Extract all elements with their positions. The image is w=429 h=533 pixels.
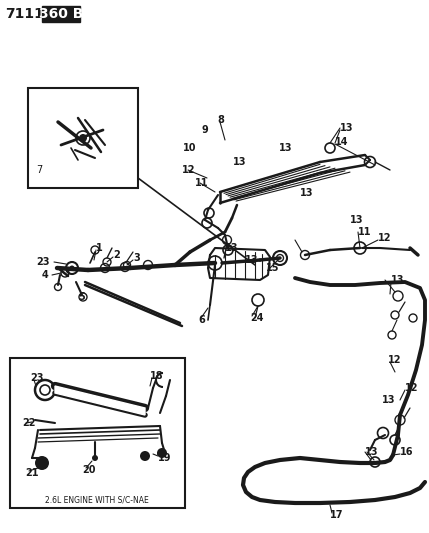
Text: 13: 13 [245, 255, 259, 265]
Circle shape [35, 456, 49, 470]
Text: 17: 17 [330, 510, 344, 520]
Text: 12: 12 [182, 165, 196, 175]
Circle shape [69, 265, 75, 271]
Text: 6: 6 [198, 315, 205, 325]
Text: 10: 10 [183, 143, 196, 153]
Bar [42, 6, 80, 22]
Text: 13: 13 [350, 215, 363, 225]
Bar [10, 358, 185, 508]
Text: 13: 13 [300, 188, 314, 198]
Polygon shape [55, 386, 145, 415]
Text: 8: 8 [217, 115, 224, 125]
Text: 13: 13 [382, 395, 396, 405]
Text: 11: 11 [358, 227, 372, 237]
Text: 13: 13 [225, 243, 239, 253]
Text: 9: 9 [202, 125, 209, 135]
Circle shape [79, 134, 87, 142]
Text: 22: 22 [22, 418, 36, 428]
Text: 13: 13 [340, 123, 353, 133]
Text: 1: 1 [96, 243, 103, 253]
Text: 4: 4 [41, 270, 48, 280]
Text: 24: 24 [250, 313, 263, 323]
Circle shape [140, 451, 150, 461]
Circle shape [157, 448, 167, 458]
Text: 13: 13 [233, 157, 247, 167]
Circle shape [92, 455, 98, 461]
Text: 18: 18 [150, 371, 163, 381]
Bar [28, 88, 138, 188]
Text: 19: 19 [158, 453, 172, 463]
Text: 11: 11 [195, 178, 208, 188]
Text: 12: 12 [388, 355, 402, 365]
Text: 23: 23 [36, 257, 50, 267]
Text: 16: 16 [400, 447, 414, 457]
Text: 360 B: 360 B [39, 7, 83, 21]
Text: 13: 13 [279, 143, 293, 153]
Text: 14: 14 [335, 137, 348, 147]
Text: 7111: 7111 [5, 7, 44, 21]
Text: 5: 5 [78, 292, 85, 302]
Text: 7: 7 [36, 165, 42, 175]
Text: 20: 20 [82, 465, 96, 475]
Text: 12: 12 [405, 383, 419, 393]
Text: 13: 13 [391, 275, 405, 285]
Text: 2: 2 [113, 250, 120, 260]
Text: 3: 3 [133, 253, 140, 263]
Text: 23: 23 [30, 373, 43, 383]
Text: 12: 12 [378, 233, 392, 243]
Text: 13: 13 [365, 447, 378, 457]
Text: 15: 15 [266, 263, 280, 273]
Text: 21: 21 [25, 468, 39, 478]
Text: 2.6L ENGINE WITH S/C-NAE: 2.6L ENGINE WITH S/C-NAE [45, 496, 149, 505]
